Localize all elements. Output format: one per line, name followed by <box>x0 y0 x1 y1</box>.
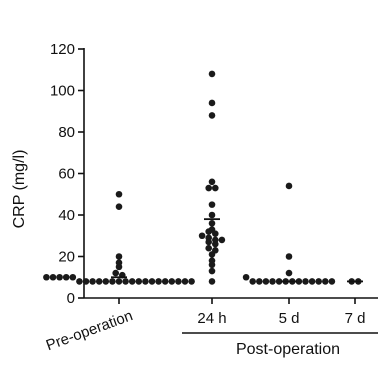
data-point <box>218 236 226 244</box>
data-point <box>49 273 57 281</box>
data-point <box>76 278 83 285</box>
data-point <box>208 211 216 219</box>
data-point <box>269 278 276 285</box>
data-point <box>43 273 50 281</box>
data-point <box>128 278 136 285</box>
data-point <box>198 232 206 240</box>
data-point <box>315 278 323 285</box>
data-point <box>262 278 270 285</box>
data-point <box>115 203 123 210</box>
x-tick-label-pre-operation: Pre-operation <box>44 307 135 354</box>
data-point <box>115 253 123 260</box>
data-point <box>285 182 293 190</box>
data-point <box>212 240 219 248</box>
y-tick-label: 120 <box>50 41 75 58</box>
data-point <box>181 278 189 285</box>
y-axis: 0 20 40 60 80 100 120 <box>50 41 85 307</box>
data-point <box>208 220 216 227</box>
median-lines <box>111 218 363 283</box>
data-point <box>208 267 216 275</box>
data-point <box>95 278 103 285</box>
data-point <box>255 278 263 285</box>
data-point <box>168 278 176 285</box>
data-point <box>322 278 329 285</box>
data-point <box>115 190 123 198</box>
y-tick-label: 40 <box>58 207 75 224</box>
x-tick-label: 5 d <box>279 310 300 327</box>
data-point <box>62 273 70 281</box>
data-point <box>208 178 216 186</box>
data-point <box>295 278 303 285</box>
data-point <box>208 112 216 119</box>
data-point <box>188 278 195 285</box>
data-point <box>285 269 293 277</box>
data-point <box>175 278 182 285</box>
data-point <box>205 228 212 235</box>
x-tick-label: 24 h <box>197 310 226 327</box>
data-point <box>122 278 129 285</box>
data-point <box>115 263 123 271</box>
data-point <box>208 99 216 107</box>
data-points <box>43 70 362 285</box>
data-point <box>208 261 216 269</box>
data-point <box>89 278 96 285</box>
data-point <box>115 278 123 285</box>
y-tick-label: 60 <box>58 166 75 183</box>
data-point <box>208 278 216 285</box>
data-point <box>56 273 63 281</box>
data-point <box>249 278 256 285</box>
y-tick-label: 100 <box>50 83 75 100</box>
data-point <box>212 230 219 237</box>
data-point <box>155 278 162 285</box>
data-point <box>285 253 293 260</box>
y-tick-label: 0 <box>67 290 75 307</box>
data-point <box>112 269 119 277</box>
data-point <box>69 273 77 281</box>
data-point <box>208 201 216 208</box>
y-tick-label: 20 <box>58 249 75 266</box>
y-tick-label: 80 <box>58 124 75 141</box>
data-point <box>302 278 309 285</box>
data-point <box>242 273 250 281</box>
x-tick-label: 7 d <box>345 310 366 327</box>
data-point <box>205 238 212 246</box>
data-point <box>212 184 219 192</box>
data-point <box>205 184 212 192</box>
y-axis-title: CRP (mg/l) <box>11 150 28 229</box>
data-point <box>135 278 143 285</box>
data-point <box>109 278 116 285</box>
data-point <box>205 244 212 252</box>
data-point <box>328 278 336 285</box>
data-point <box>308 278 316 285</box>
data-point <box>148 278 156 285</box>
data-point <box>275 278 283 285</box>
data-point <box>208 70 216 78</box>
data-point <box>161 278 169 285</box>
data-point <box>82 278 90 285</box>
data-point <box>142 278 149 285</box>
group-label-post-operation: Post-operation <box>236 341 340 358</box>
data-point <box>102 278 110 285</box>
data-point <box>208 251 216 258</box>
